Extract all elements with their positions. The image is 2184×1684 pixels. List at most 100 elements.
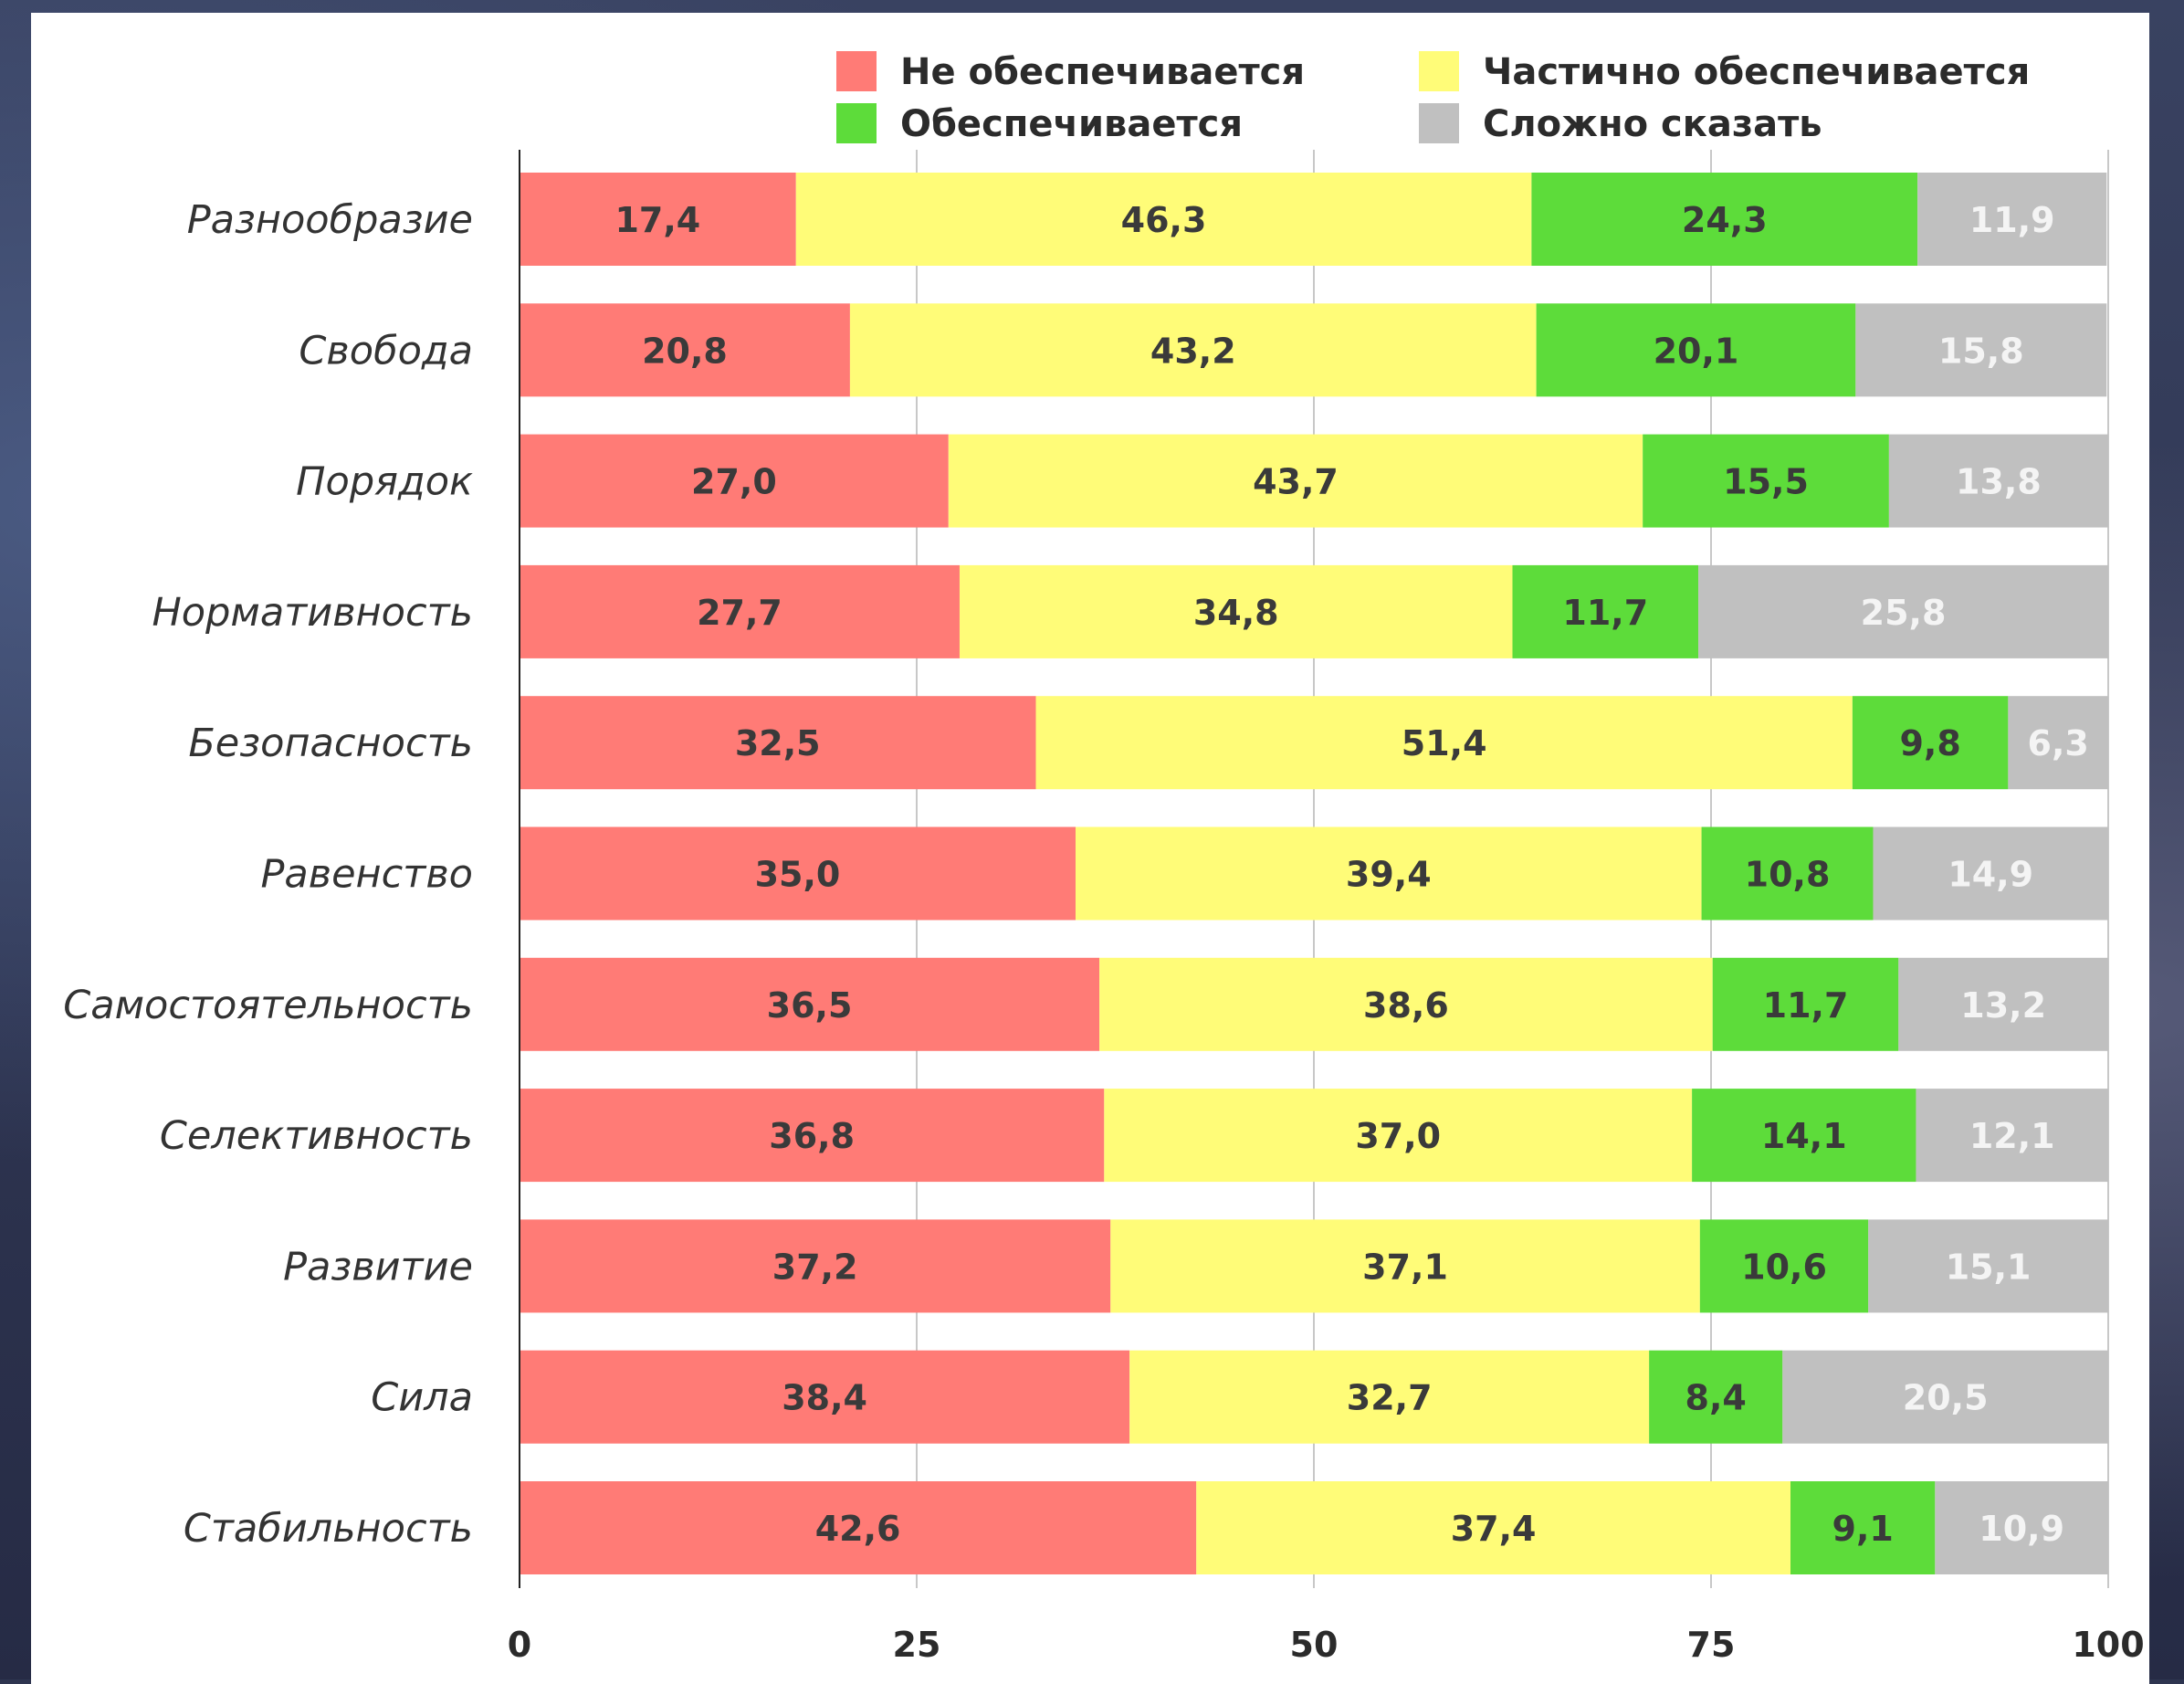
category-label: Равенство (260, 852, 473, 898)
bar-segment (520, 434, 949, 528)
bar-segment (1531, 173, 1918, 266)
data-label: 10,9 (1979, 1509, 2064, 1549)
data-label: 11,9 (1969, 200, 2055, 240)
bar-segment (1698, 564, 2108, 658)
axes: 0 25 50 75 100 Разнообразие Свобода Порядок Норм… (63, 150, 2145, 1665)
bar-segment (1888, 434, 2108, 528)
bar-segment (1898, 957, 2108, 1051)
bar-segment (520, 1089, 1105, 1183)
data-label: 36,5 (767, 985, 853, 1026)
category-label: Селективность (160, 1113, 473, 1159)
data-label: 15,8 (1938, 331, 2024, 371)
stacked-bar-chart: 17,4 46,3 24,3 11,9 20,8 43,2 20,1 15,8 27,0 43,7… (63, 51, 2145, 1665)
data-label: 9,8 (1899, 723, 1960, 763)
data-label: 15,1 (1946, 1247, 2032, 1287)
bar-segment (1790, 1481, 1936, 1574)
data-label: 15,5 (1723, 462, 1809, 502)
data-label: 13,8 (1956, 462, 2042, 502)
bar-segment (1649, 1350, 1783, 1444)
bar-segment (1712, 957, 1899, 1051)
data-label: 37,2 (772, 1247, 858, 1287)
data-label: 39,4 (1346, 855, 1432, 895)
data-label: 8,4 (1685, 1378, 1747, 1418)
bar-segment (948, 434, 1643, 528)
legend-label: Не обеспечивается (900, 51, 1305, 93)
data-label: 35,0 (755, 855, 841, 895)
data-label: 27,0 (691, 462, 777, 502)
category-label: Сила (371, 1375, 473, 1421)
bar-segment (520, 1350, 1130, 1444)
x-tick-label-25: 25 (893, 1625, 941, 1665)
bar-segment (1873, 826, 2108, 921)
bar-segment (1917, 173, 2107, 266)
data-label: 37,4 (1451, 1509, 1537, 1549)
data-label: 42,6 (815, 1509, 901, 1549)
category-label: Безопасность (188, 721, 473, 766)
category-label: Порядок (296, 459, 473, 505)
data-label: 51,4 (1402, 723, 1487, 763)
bar-segment (520, 173, 796, 266)
data-label: 43,7 (1253, 462, 1339, 502)
data-label: 6,3 (2028, 723, 2089, 763)
bar-segment (1855, 303, 2107, 397)
data-label: 38,6 (1363, 985, 1449, 1026)
data-label: 10,6 (1741, 1247, 1827, 1287)
data-label: 17,4 (614, 200, 700, 240)
bar-segment (520, 564, 960, 658)
bar-segment (849, 303, 1537, 397)
bar-segment (1935, 1481, 2108, 1574)
data-label: 34,8 (1193, 593, 1279, 633)
bar-segment (1643, 434, 1889, 528)
chart-panel: 17,4 46,3 24,3 11,9 20,8 43,2 20,1 15,8 27,0 43,7… (31, 13, 2149, 1684)
bar-segment (1868, 1219, 2108, 1313)
bar-segment (520, 826, 1076, 921)
legend-swatch (1419, 103, 1459, 143)
data-label: 46,3 (1121, 200, 1207, 240)
data-label: 36,8 (769, 1116, 855, 1156)
bars: 17,4 46,3 24,3 11,9 20,8 43,2 20,1 15,8 27,0 43,7… (520, 173, 2108, 1574)
bar-segment (1852, 696, 2009, 790)
category-label: Развитие (283, 1244, 473, 1289)
bar-segment (1701, 826, 1874, 921)
bar-segment (520, 303, 850, 397)
legend-swatch (836, 103, 877, 143)
bar-segment (959, 564, 1513, 658)
data-label: 24,3 (1682, 200, 1768, 240)
data-label: 25,8 (1861, 593, 1947, 633)
data-label: 12,1 (1969, 1116, 2055, 1156)
data-label: 27,7 (697, 593, 782, 633)
x-tick-label-75: 75 (1687, 1625, 1736, 1665)
bar-segment (2008, 696, 2108, 790)
bar-segment (1076, 826, 1702, 921)
bar-segment (520, 957, 1100, 1051)
category-label: Свобода (299, 328, 473, 374)
data-label: 14,9 (1948, 855, 2033, 895)
data-label: 14,1 (1761, 1116, 1847, 1156)
data-label: 32,7 (1347, 1378, 1433, 1418)
bar-segment (520, 696, 1036, 790)
data-label: 43,2 (1150, 331, 1236, 371)
data-label: 37,1 (1362, 1247, 1448, 1287)
category-label: Разнообразие (187, 197, 473, 243)
data-label: 20,8 (642, 331, 728, 371)
data-label: 11,7 (1562, 593, 1648, 633)
data-label: 11,7 (1763, 985, 1849, 1026)
x-tick-label-0: 0 (508, 1625, 531, 1665)
data-label: 10,8 (1745, 855, 1831, 895)
category-label: Самостоятельность (63, 983, 473, 1028)
bar-segment (520, 1219, 1111, 1313)
data-label: 37,0 (1355, 1116, 1441, 1156)
bar-segment (1536, 303, 1856, 397)
data-label: 32,5 (735, 723, 821, 763)
category-label: Стабильность (184, 1506, 473, 1552)
legend-label: Сложно сказать (1483, 103, 1822, 145)
bar-segment (1512, 564, 1699, 658)
bar-segment (1782, 1350, 2108, 1444)
legend-swatch (1419, 51, 1459, 91)
bar-segment (1110, 1219, 1700, 1313)
bar-segment (1099, 957, 1713, 1051)
bar-segment (1699, 1219, 1869, 1313)
legend-swatch (836, 51, 877, 91)
legend: Не обеспечивается Частично обеспечивается… (836, 51, 2030, 145)
bar-segment (1196, 1481, 1790, 1574)
